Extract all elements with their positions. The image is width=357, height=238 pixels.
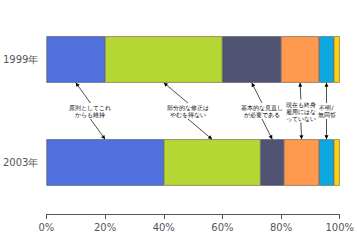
svg-text:1999年: 1999年: [3, 54, 38, 65]
svg-text:やむを得ない: やむを得ない: [170, 111, 206, 119]
svg-text:無回答: 無回答: [318, 111, 336, 118]
svg-text:現在も終身: 現在も終身: [286, 101, 316, 108]
svg-text:原則としてこれ: 原則としてこれ: [69, 104, 111, 111]
svg-text:が必要である: が必要である: [244, 111, 280, 119]
svg-text:100%: 100%: [325, 222, 354, 233]
svg-text:60%: 60%: [211, 222, 233, 233]
svg-text:っていない: っていない: [286, 115, 316, 123]
svg-text:80%: 80%: [270, 222, 292, 233]
svg-text:からも維持: からも維持: [75, 111, 105, 118]
svg-text:40%: 40%: [153, 222, 175, 233]
svg-text:部分的な修正は: 部分的な修正は: [166, 104, 209, 111]
svg-text:雇用にはな: 雇用にはな: [285, 107, 316, 115]
svg-text:0%: 0%: [39, 222, 55, 233]
svg-text:2003年: 2003年: [3, 157, 38, 168]
svg-text:基本的な見直し: 基本的な見直し: [241, 104, 283, 111]
svg-text:20%: 20%: [94, 222, 116, 233]
svg-text:不明/: 不明/: [319, 104, 334, 111]
